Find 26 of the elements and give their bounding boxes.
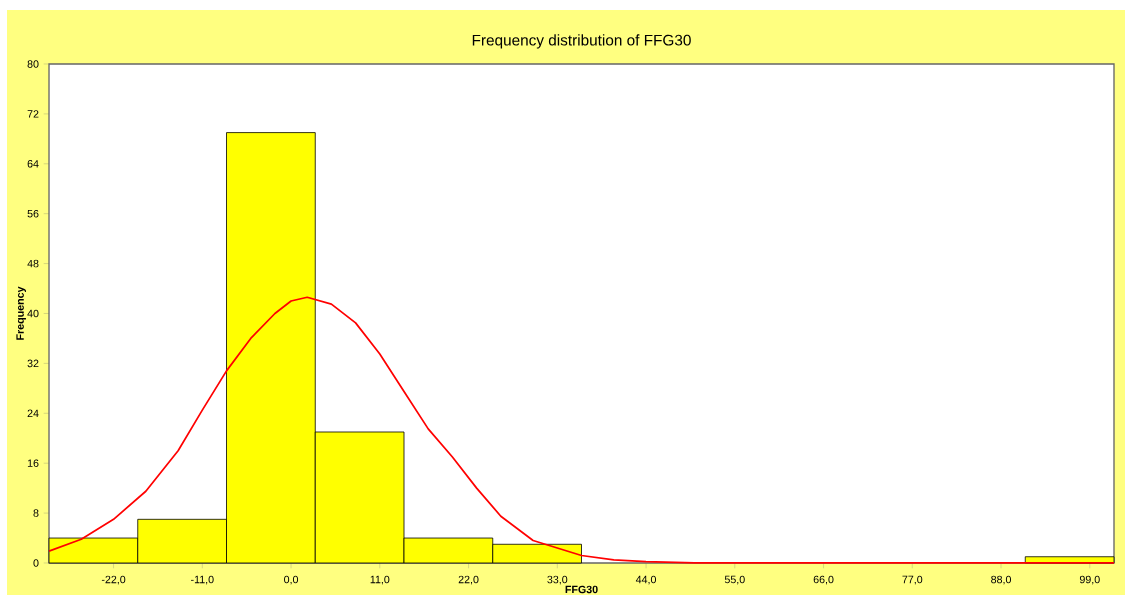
x-tick-label: 88,0	[991, 575, 1012, 585]
x-tick-label: 99,0	[1079, 575, 1100, 585]
x-tick-label: 66,0	[813, 575, 834, 585]
y-tick-label: 56	[27, 210, 39, 218]
y-tick-label: 24	[27, 409, 39, 418]
y-tick-label: 72	[27, 110, 39, 118]
x-tick-label: 44,0	[635, 575, 657, 585]
y-tick-label: 64	[27, 160, 39, 168]
x-tick-label: -11,0	[191, 575, 214, 585]
y-axis-title: Frequency	[16, 286, 26, 340]
x-axis-title: FFG30	[565, 585, 598, 594]
x-tick-label: -22,0	[101, 575, 126, 585]
x-tick-label: 22,0	[458, 575, 479, 585]
y-tick-label: 0	[33, 559, 39, 567]
y-tick-label: 8	[33, 509, 39, 518]
y-tick-label: 32	[27, 359, 39, 368]
y-tick-label: 16	[27, 459, 39, 468]
x-tick-label: 11,0	[370, 575, 390, 585]
y-tick-label: 80	[27, 60, 39, 68]
x-tick-label: 77,0	[902, 575, 923, 585]
x-tick-label: 0,0	[284, 575, 299, 585]
x-tick-label: 33,0	[547, 575, 568, 585]
x-tick-label: 55,0	[724, 575, 745, 585]
y-tick-label: 48	[27, 259, 39, 268]
chart-title: Frequency distribution of FFG30	[472, 34, 691, 49]
y-tick-label: 40	[27, 309, 39, 318]
